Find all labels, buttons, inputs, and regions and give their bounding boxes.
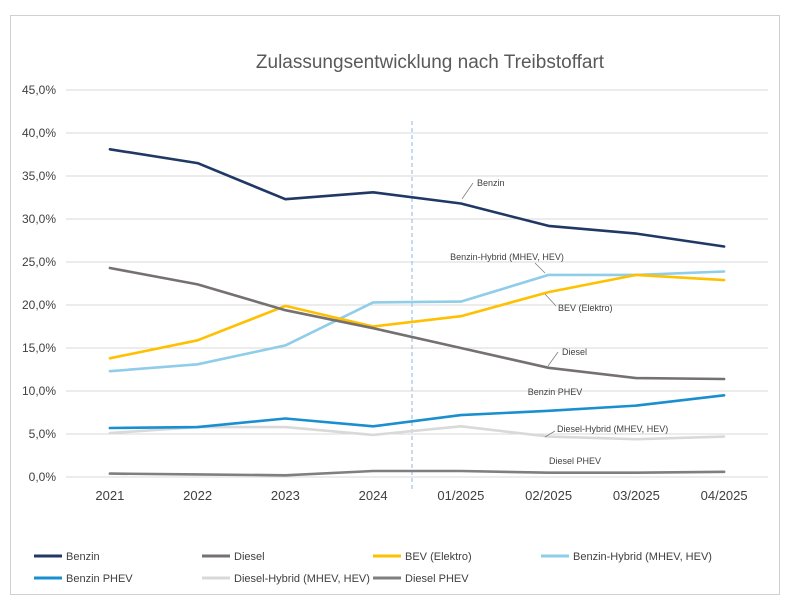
series-layer — [108, 148, 726, 477]
y-tick-label: 30,0% — [22, 212, 56, 226]
x-tick-label: 2024 — [359, 488, 388, 503]
series-data-label: Benzin PHEV — [528, 387, 583, 397]
legend-label: BEV (Elektro) — [405, 551, 472, 563]
legend-label: Benzin — [66, 551, 100, 563]
y-tick-label: 35,0% — [22, 169, 56, 183]
series-line — [108, 266, 726, 381]
leader-line — [461, 182, 474, 200]
x-tick-label: 2021 — [95, 488, 124, 503]
series-line — [108, 424, 726, 441]
legend-label: Benzin-Hybrid (MHEV, HEV) — [573, 551, 712, 563]
series-line — [108, 393, 726, 430]
annotation-layer: Benzin Benzin-Hybrid (MHEV, HEV) BEV (Elek… — [450, 178, 668, 466]
series-data-label: Diesel PHEV — [549, 456, 601, 466]
y-tick-label: 40,0% — [22, 126, 56, 140]
legend-label: Diesel — [234, 551, 265, 563]
series-data-label: Diesel — [562, 347, 587, 357]
series-data-label: BEV (Elektro) — [558, 303, 613, 313]
x-tick-label: 2022 — [183, 488, 212, 503]
series-line — [108, 273, 726, 360]
y-tick-label: 15,0% — [22, 341, 56, 355]
x-tick-label: 04/2025 — [701, 488, 748, 503]
legend-label: Benzin PHEV — [66, 573, 133, 585]
series-data-label: Diesel-Hybrid (MHEV, HEV) — [557, 424, 668, 434]
y-tick-label: 5,0% — [29, 427, 57, 441]
leader-line — [544, 293, 557, 307]
grid-layer: 0,0% 5,0% 10,0% 15,0% 20,0% 25,0% 30,0% 35,0% 40… — [22, 83, 768, 503]
y-tick-label: 20,0% — [22, 298, 56, 312]
leader-line — [544, 430, 556, 438]
series-line — [108, 148, 726, 248]
y-tick-label: 45,0% — [22, 83, 56, 97]
series-line — [108, 270, 726, 373]
x-tick-label: 2023 — [271, 488, 300, 503]
legend-label: Diesel-Hybrid (MHEV, HEV) — [234, 573, 370, 585]
x-tick-label: 01/2025 — [437, 488, 484, 503]
y-tick-label: 25,0% — [22, 255, 56, 269]
leader-line — [534, 262, 546, 274]
series-data-label: Benzin — [477, 178, 505, 188]
legend-label: Diesel PHEV — [405, 573, 469, 585]
legend: Benzin Diesel BEV (Elektro) Benzin-Hybrid (… — [34, 551, 712, 585]
series-line — [108, 469, 726, 477]
x-tick-label: 02/2025 — [525, 488, 572, 503]
y-tick-label: 0,0% — [29, 470, 57, 484]
x-tick-label: 03/2025 — [613, 488, 660, 503]
chart-title: Zulassungsentwicklung nach Treibstoffart — [256, 52, 605, 73]
series-data-label: Benzin-Hybrid (MHEV, HEV) — [450, 252, 564, 262]
leader-line — [547, 351, 559, 367]
y-tick-label: 10,0% — [22, 384, 56, 398]
